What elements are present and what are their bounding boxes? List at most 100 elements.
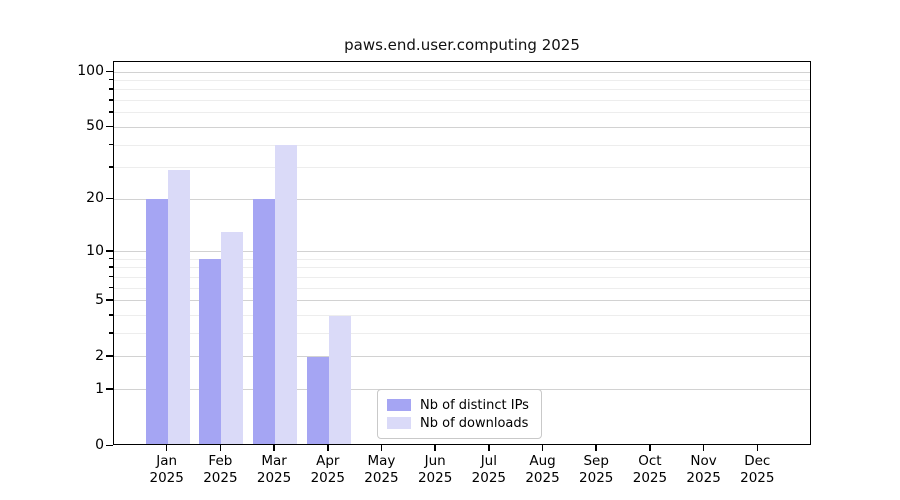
y-axis-label: 20: [86, 190, 104, 207]
chart-title: paws.end.user.computing 2025: [344, 36, 580, 54]
x-axis-label-month: Feb: [208, 453, 233, 469]
x-axis-label: Dec 2025: [725, 453, 789, 486]
x-axis-label-year: 2025: [579, 469, 614, 486]
minor-gridline: [114, 144, 810, 146]
x-axis-label-year: 2025: [525, 469, 560, 486]
y-axis-label: 5: [95, 291, 104, 308]
x-axis-label: Aug 2025: [511, 453, 575, 486]
legend-label: Nb of distinct IPs: [420, 397, 529, 413]
x-axis-label-month: Jul: [480, 453, 497, 469]
x-axis-label-month: Dec: [744, 453, 771, 469]
x-axis-tick: [756, 445, 759, 451]
bar-distinct-ips-mar: [253, 199, 276, 444]
x-axis-label-month: Nov: [690, 453, 717, 469]
y-axis-minor-tick: [109, 143, 113, 146]
y-axis-minor-tick: [109, 266, 113, 268]
y-axis-minor-tick: [109, 257, 113, 260]
minor-gridline: [114, 267, 810, 269]
minor-gridline: [114, 89, 810, 91]
major-gridline: [114, 300, 810, 302]
major-gridline: [114, 126, 810, 128]
x-axis-label: Mar 2025: [242, 453, 306, 486]
x-axis-label-month: Oct: [638, 453, 662, 469]
minor-gridline: [114, 79, 810, 81]
y-axis-minor-tick: [109, 111, 113, 113]
x-axis-label-year: 2025: [310, 469, 345, 486]
y-axis-minor-tick: [109, 286, 113, 289]
y-axis-tick: [106, 299, 113, 301]
y-axis-tick: [106, 197, 113, 200]
minor-gridline: [114, 100, 810, 102]
x-axis-label-year: 2025: [471, 469, 507, 486]
bar-downloads-feb: [221, 232, 244, 444]
x-axis-label: Apr 2025: [296, 453, 360, 486]
x-axis-label-month: Jan: [156, 453, 178, 469]
legend-swatch-downloads: [387, 417, 411, 429]
x-axis-label: Sep 2025: [564, 453, 628, 486]
minor-gridline: [114, 315, 810, 317]
y-axis-tick: [106, 444, 113, 446]
y-axis-label: 0: [95, 437, 104, 453]
plot-area: [113, 61, 811, 445]
x-axis-label-year: 2025: [256, 469, 292, 486]
minor-gridline: [114, 167, 810, 169]
x-axis-label-year: 2025: [364, 469, 399, 486]
x-axis-label-month: May: [367, 453, 396, 469]
major-gridline: [114, 198, 810, 200]
x-axis-label-year: 2025: [686, 469, 721, 486]
minor-gridline: [114, 258, 810, 260]
y-axis-minor-tick: [109, 166, 113, 168]
y-axis-label: 50: [86, 118, 104, 135]
x-axis-label-year: 2025: [740, 469, 775, 486]
y-axis-minor-tick: [109, 88, 113, 90]
minor-gridline: [114, 333, 810, 335]
x-axis-label-month: Sep: [583, 453, 609, 469]
x-axis-label: May 2025: [349, 453, 413, 486]
x-axis-label-month: Apr: [316, 453, 340, 469]
x-axis-label: Oct 2025: [618, 453, 682, 486]
y-axis-label: 1: [95, 380, 104, 397]
x-axis-label: Jan 2025: [135, 453, 199, 486]
x-axis-label-year: 2025: [632, 469, 668, 486]
y-axis-minor-tick: [109, 314, 113, 316]
y-axis-tick: [106, 70, 113, 72]
x-axis-label-month: Aug: [529, 453, 556, 469]
legend-entry: Nb of distinct IPs: [387, 396, 529, 414]
x-axis-tick: [273, 445, 275, 451]
y-axis-label: 2: [95, 347, 104, 364]
x-axis-label: Jul 2025: [457, 453, 521, 486]
y-axis-tick: [106, 388, 113, 390]
minor-gridline: [114, 276, 810, 278]
x-axis-label: Nov 2025: [672, 453, 736, 486]
bar-distinct-ips-apr: [306, 356, 329, 444]
y-axis-tick: [106, 250, 113, 252]
x-axis-tick: [219, 445, 222, 451]
y-axis-minor-tick: [109, 78, 113, 81]
x-axis-tick: [488, 445, 490, 451]
y-axis-label: 100: [77, 63, 104, 79]
x-axis-tick: [649, 445, 651, 451]
bar-downloads-apr: [328, 315, 351, 444]
bar-downloads-mar: [275, 145, 298, 444]
x-axis-tick: [380, 445, 383, 451]
x-axis-label: Jun 2025: [403, 453, 467, 486]
y-axis-tick: [106, 355, 113, 357]
legend-label: Nb of downloads: [420, 415, 529, 431]
y-axis-minor-tick: [109, 275, 113, 278]
x-axis-label-year: 2025: [203, 469, 238, 486]
legend: Nb of distinct IPs Nb of downloads: [377, 389, 542, 439]
minor-gridline: [114, 112, 810, 114]
x-axis-tick: [165, 445, 168, 451]
x-axis-tick: [541, 445, 544, 451]
x-axis-tick: [702, 445, 705, 451]
y-axis-minor-tick: [109, 332, 113, 334]
x-axis-tick: [434, 445, 436, 451]
bar-downloads-jan: [167, 170, 190, 444]
x-axis-label-year: 2025: [417, 469, 453, 486]
x-axis-label: Feb 2025: [188, 453, 252, 486]
bar-distinct-ips-jan: [145, 199, 168, 444]
bar-distinct-ips-feb: [199, 259, 222, 444]
minor-gridline: [114, 287, 810, 289]
y-axis-tick: [106, 125, 113, 128]
